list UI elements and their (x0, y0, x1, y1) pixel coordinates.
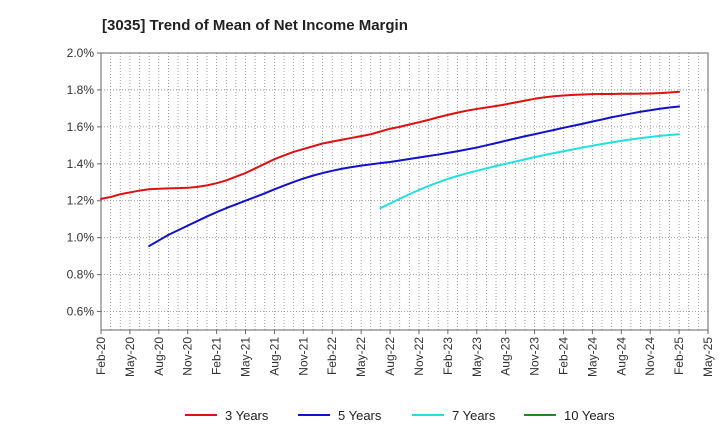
x-tick-label: Nov-22 (412, 337, 426, 376)
x-tick-label: May-21 (239, 337, 253, 377)
grid (101, 52, 708, 330)
x-tick-label: May-20 (123, 337, 137, 377)
legend: 3 Years 5 Years 7 Years 10 Years (185, 408, 615, 423)
x-tick-label: May-23 (470, 337, 484, 377)
y-tick-label: 0.8% (67, 268, 95, 282)
y-tick-label: 1.0% (67, 231, 95, 245)
x-tick-label: May-24 (585, 337, 599, 377)
x-tick-label: Feb-22 (325, 337, 339, 375)
y-tick-label: 1.8% (67, 83, 95, 97)
x-tick-label: Nov-20 (181, 337, 195, 376)
x-tick-label: Feb-20 (94, 337, 108, 375)
chart-title: [3035] Trend of Mean of Net Income Margi… (102, 17, 408, 34)
series-line-3-years (100, 90, 681, 200)
x-tick-label: Aug-23 (499, 337, 513, 376)
x-tick-label: Nov-23 (528, 337, 542, 376)
legend-label: 10 Years (564, 408, 615, 423)
y-axis: 0.6% 0.8% 1.0% 1.2% 1.4% 1.6% 1.8% 2.0% (67, 46, 101, 319)
series-line-7-years (379, 133, 681, 210)
x-tick-label: Aug-20 (152, 337, 166, 376)
y-tick-label: 1.6% (67, 120, 95, 134)
x-tick-label: Aug-21 (267, 337, 281, 376)
x-axis: Feb-20 May-20 Aug-20 Nov-20 Feb-21 May-21 Aug-… (94, 330, 715, 377)
y-tick-label: 2.0% (67, 46, 95, 60)
x-tick-label: May-22 (354, 337, 368, 377)
x-tick-label: Feb-21 (210, 337, 224, 375)
x-tick-label: Nov-24 (643, 337, 657, 376)
legend-label: 5 Years (338, 408, 382, 423)
legend-label: 7 Years (452, 408, 496, 423)
legend-label: 3 Years (225, 408, 269, 423)
x-tick-label: May-25 (701, 337, 715, 377)
y-tick-label: 0.6% (67, 305, 95, 319)
x-tick-label: Feb-25 (672, 337, 686, 375)
y-tick-label: 1.4% (67, 157, 95, 171)
series-line-5-years (148, 105, 681, 247)
x-tick-label: Aug-24 (614, 337, 628, 376)
series-lines (100, 90, 681, 247)
x-tick-label: Feb-23 (441, 337, 455, 375)
x-tick-label: Aug-22 (383, 337, 397, 376)
x-tick-label: Nov-21 (296, 337, 310, 376)
x-tick-label: Feb-24 (556, 337, 570, 375)
y-tick-label: 1.2% (67, 194, 95, 208)
plot-area (100, 52, 709, 331)
